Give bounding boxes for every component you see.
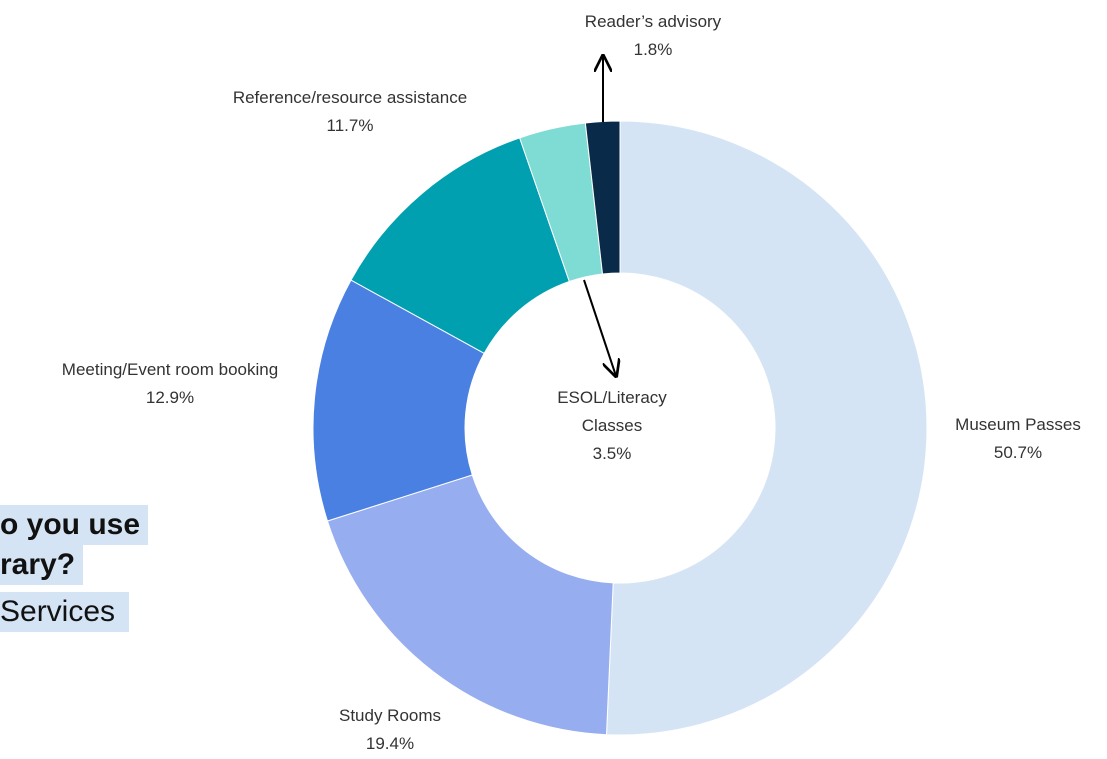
category-label: Reader’s advisory — [584, 12, 722, 31]
slice-label: Museum Passes 50.7% — [955, 411, 1081, 467]
slice-label: Study Rooms 19.4% — [339, 702, 441, 758]
value-label: 50.7% — [993, 443, 1043, 462]
category-label: Meeting/Event room booking — [61, 360, 279, 379]
slice-label: ESOL/Literacy Classes 3.5% — [547, 384, 677, 468]
category-label: Museum Passes — [955, 415, 1081, 434]
value-label: 1.8% — [633, 40, 673, 59]
title-line: Services — [0, 592, 130, 632]
donut-slice — [326, 474, 614, 736]
donut-slice — [350, 137, 570, 355]
title-line: o you use — [0, 505, 149, 545]
value-label: 3.5% — [592, 444, 632, 463]
slice-label: Meeting/Event room booking 12.9% — [62, 356, 278, 412]
donut-slice — [605, 120, 928, 736]
category-label: ESOL/Literacy Classes — [557, 388, 667, 435]
slice-label: Reader’s advisory 1.8% — [585, 8, 721, 64]
leader-arrow — [583, 279, 616, 376]
value-label: 12.9% — [145, 388, 195, 407]
donut-slice — [312, 279, 485, 522]
slice-label: Reference/resource assistance 11.7% — [233, 84, 467, 140]
category-label: Reference/resource assistance — [232, 88, 468, 107]
value-label: 19.4% — [365, 734, 415, 753]
title-line: rary? — [0, 545, 84, 585]
value-label: 11.7% — [326, 116, 374, 135]
donut-slice — [584, 120, 621, 275]
category-label: Study Rooms — [338, 706, 442, 725]
